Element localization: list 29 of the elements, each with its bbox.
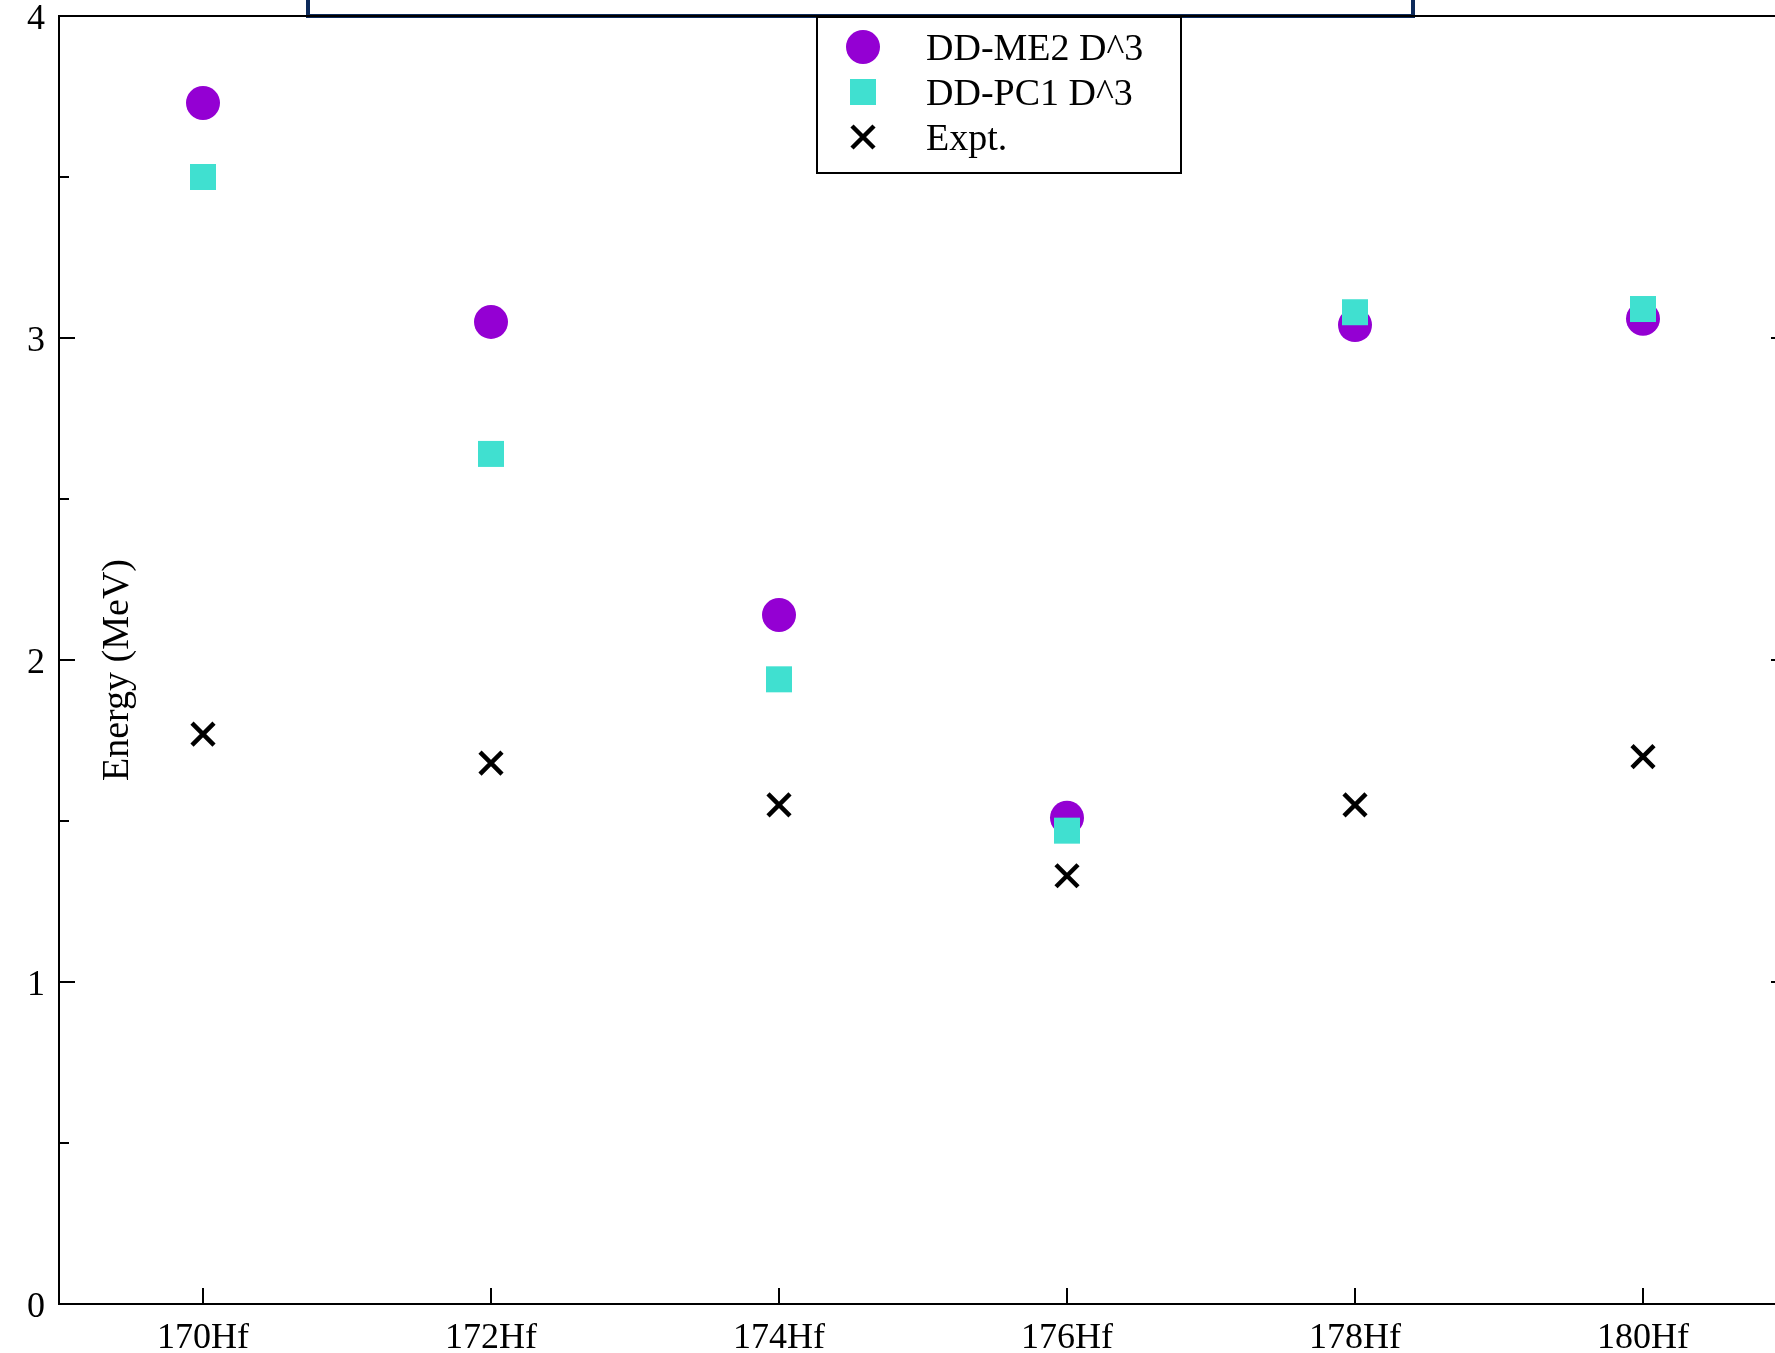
point — [1053, 862, 1081, 889]
x-tick-label: 170Hf — [157, 1316, 249, 1353]
point — [474, 304, 508, 339]
point — [186, 85, 220, 120]
legend-label: DD-PC1 D^3 — [926, 71, 1133, 114]
x-tick-label: 172Hf — [445, 1316, 537, 1353]
y-tick-label: 2 — [27, 640, 45, 681]
x-tick-label: 176Hf — [1021, 1316, 1113, 1353]
legend-label: Expt. — [926, 116, 1008, 159]
point — [1342, 299, 1368, 326]
y-tick-label: 0 — [27, 1284, 45, 1325]
point — [1629, 743, 1657, 770]
point — [762, 597, 796, 632]
point — [189, 720, 217, 748]
legend-label: DD-ME2 D^3 — [926, 26, 1144, 69]
x-tick-label: 178Hf — [1309, 1316, 1401, 1353]
point — [765, 791, 793, 819]
point — [1054, 817, 1080, 844]
point — [1341, 791, 1369, 819]
point — [477, 749, 505, 777]
x-tick-label: 180Hf — [1597, 1316, 1689, 1353]
y-tick-label: 1 — [27, 962, 45, 1003]
point — [766, 666, 792, 693]
point — [478, 440, 504, 467]
point — [190, 164, 216, 190]
y-tick-label: 3 — [27, 318, 45, 359]
y-axis-title: Energy (MeV) — [94, 559, 137, 781]
x-tick-label: 174Hf — [733, 1316, 825, 1353]
y-tick-label: 4 — [27, 0, 45, 37]
